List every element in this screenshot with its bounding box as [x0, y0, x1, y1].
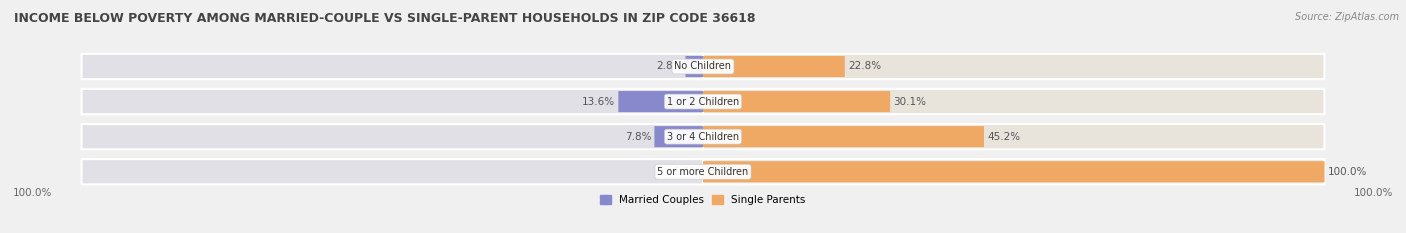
FancyBboxPatch shape	[703, 54, 1324, 79]
Text: 0.0%: 0.0%	[673, 167, 700, 177]
Text: 45.2%: 45.2%	[987, 132, 1021, 142]
Text: 100.0%: 100.0%	[1354, 188, 1393, 199]
FancyBboxPatch shape	[82, 124, 703, 149]
Text: 2.8%: 2.8%	[657, 62, 682, 72]
FancyBboxPatch shape	[82, 89, 703, 114]
FancyBboxPatch shape	[703, 91, 890, 112]
Text: 3 or 4 Children: 3 or 4 Children	[666, 132, 740, 142]
Legend: Married Couples, Single Parents: Married Couples, Single Parents	[600, 195, 806, 205]
FancyBboxPatch shape	[703, 56, 845, 77]
Text: No Children: No Children	[675, 62, 731, 72]
FancyBboxPatch shape	[703, 89, 1324, 114]
FancyBboxPatch shape	[703, 126, 984, 147]
FancyBboxPatch shape	[703, 124, 1324, 149]
Text: 100.0%: 100.0%	[13, 188, 52, 199]
Text: 7.8%: 7.8%	[624, 132, 651, 142]
FancyBboxPatch shape	[686, 56, 703, 77]
Text: Source: ZipAtlas.com: Source: ZipAtlas.com	[1295, 12, 1399, 22]
FancyBboxPatch shape	[703, 159, 1324, 184]
FancyBboxPatch shape	[82, 54, 703, 79]
Text: 100.0%: 100.0%	[1327, 167, 1367, 177]
FancyBboxPatch shape	[619, 91, 703, 112]
Text: 13.6%: 13.6%	[582, 96, 616, 106]
Text: 22.8%: 22.8%	[848, 62, 882, 72]
Text: INCOME BELOW POVERTY AMONG MARRIED-COUPLE VS SINGLE-PARENT HOUSEHOLDS IN ZIP COD: INCOME BELOW POVERTY AMONG MARRIED-COUPL…	[14, 12, 755, 25]
Text: 1 or 2 Children: 1 or 2 Children	[666, 96, 740, 106]
FancyBboxPatch shape	[654, 126, 703, 147]
FancyBboxPatch shape	[82, 159, 703, 184]
Text: 30.1%: 30.1%	[893, 96, 927, 106]
Text: 5 or more Children: 5 or more Children	[658, 167, 748, 177]
FancyBboxPatch shape	[703, 161, 1324, 182]
